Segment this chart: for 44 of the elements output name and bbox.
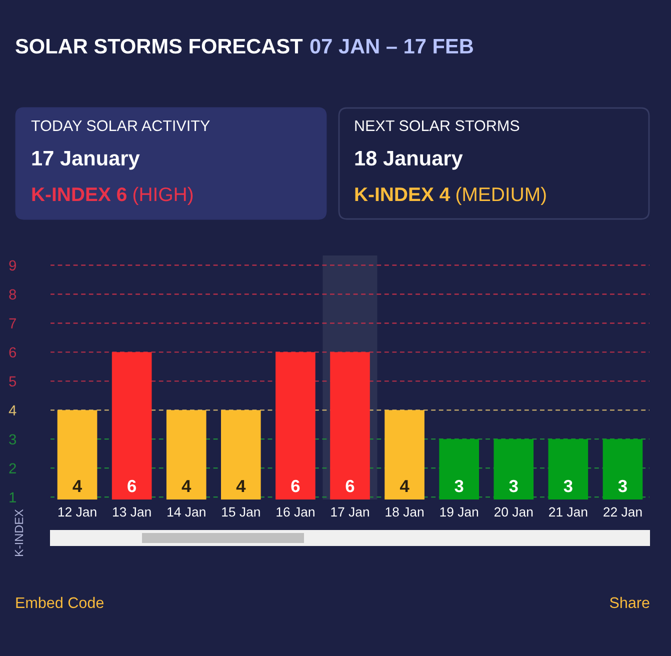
text: 18 January xyxy=(355,150,463,170)
x-tick-label: 15 Jan xyxy=(222,507,260,517)
x-tick-label: 18 Jan xyxy=(386,507,424,517)
x-tick-label: 12 Jan xyxy=(58,507,96,517)
y-tick-label: 6 xyxy=(9,347,16,358)
text: Share xyxy=(610,596,650,608)
x-tick-label: 22 Jan xyxy=(604,507,642,517)
y-tick-label: 5 xyxy=(9,376,16,387)
data-label: 6 xyxy=(291,480,300,492)
y-axis-title: K-INDEX xyxy=(14,509,24,556)
x-tick-label: 17 Jan xyxy=(331,507,369,517)
chart-subtitle: 07 JAN – 17 FEB xyxy=(310,38,473,54)
data-label: 3 xyxy=(509,480,518,492)
x-tick-label: 20 Jan xyxy=(494,507,533,517)
text: 17 January xyxy=(32,151,140,170)
text: TODAY SOLAR ACTIVITY xyxy=(31,120,210,132)
text: (HIGH) xyxy=(133,186,193,206)
data-label: 4 xyxy=(400,480,410,492)
x-tick-label: 13 Jan xyxy=(113,507,151,517)
text: (MEDIUM) xyxy=(456,186,546,206)
x-tick-label: 16 Jan xyxy=(276,507,314,517)
x-tick-label: 19 Jan xyxy=(440,507,478,517)
chart-title: SOLAR STORMS FORECAST xyxy=(16,38,303,54)
y-tick-label: 2 xyxy=(9,463,16,474)
text: NEXT SOLAR STORMS xyxy=(355,120,520,132)
data-label: 4 xyxy=(72,480,82,492)
data-label: 4 xyxy=(236,480,246,492)
data-label: 6 xyxy=(128,480,136,492)
data-label: 3 xyxy=(618,480,627,492)
y-tick-label: 1 xyxy=(10,492,16,502)
x-tick-label: 21 Jan xyxy=(549,507,588,517)
data-label: 3 xyxy=(564,480,572,492)
text: Embed Code xyxy=(16,596,104,608)
text: K-INDEX 4 xyxy=(355,188,450,202)
y-tick-label: 4 xyxy=(8,405,16,416)
y-tick-label: 3 xyxy=(9,434,16,445)
y-tick-label: 9 xyxy=(9,260,16,271)
data-label: 3 xyxy=(454,480,464,492)
data-label: 4 xyxy=(182,480,192,492)
y-tick-label: 8 xyxy=(9,289,16,300)
text: K-INDEX 6 xyxy=(32,187,126,202)
data-label: 6 xyxy=(346,480,354,492)
x-tick-label: 14 Jan xyxy=(168,507,206,517)
y-tick-label: 7 xyxy=(9,318,16,328)
